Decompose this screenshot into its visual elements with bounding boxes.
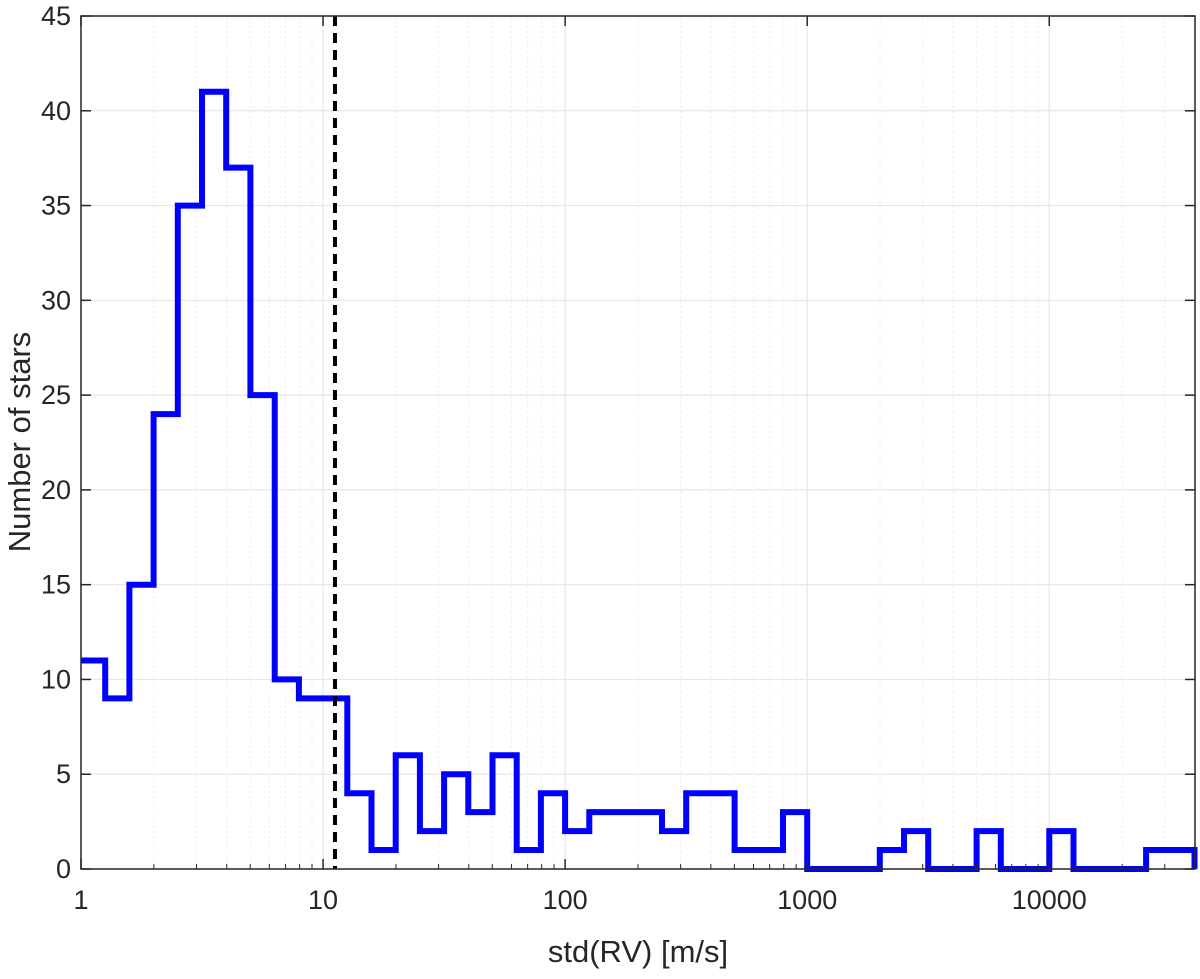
- histogram-step-line: [81, 88, 1198, 872]
- y-tick-label: 0: [56, 854, 71, 884]
- y-axis-label: Number of stars: [2, 332, 37, 553]
- x-axis-label: std(RV) [m/s]: [548, 934, 728, 969]
- y-tick-label: 35: [41, 191, 71, 221]
- x-tick-label: 1: [73, 885, 88, 915]
- y-tick-label: 10: [41, 664, 71, 694]
- x-tick-label: 10000: [1012, 885, 1087, 915]
- x-tick-label: 1000: [777, 885, 837, 915]
- y-axis-ticks: 0 5 10 15 20 25 30 35 40 45: [41, 1, 1195, 884]
- y-tick-label: 40: [41, 96, 71, 126]
- y-tick-label: 20: [41, 475, 71, 505]
- y-tick-label: 30: [41, 285, 71, 315]
- y-tick-label: 5: [56, 759, 71, 789]
- x-tick-label: 10: [308, 885, 338, 915]
- y-tick-label: 25: [41, 380, 71, 410]
- y-tick-label: 15: [41, 570, 71, 600]
- x-tick-label: 100: [543, 885, 588, 915]
- minor-grid: [153, 16, 1196, 869]
- y-tick-label: 45: [41, 1, 71, 31]
- x-axis-ticks: 1 10 100 1000 10000: [73, 16, 1196, 915]
